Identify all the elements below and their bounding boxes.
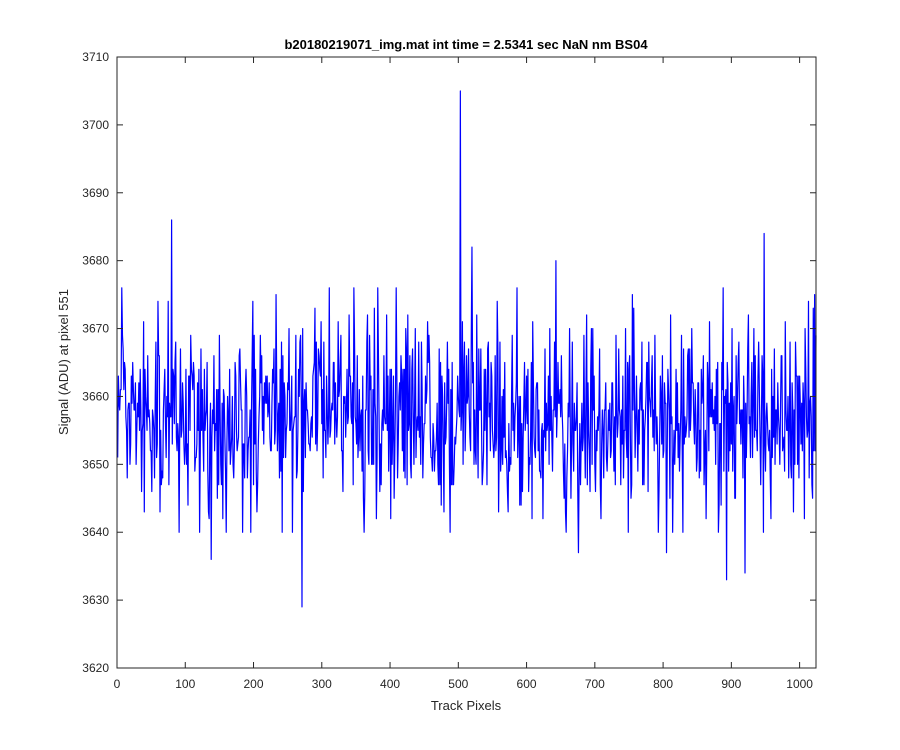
x-tick-label: 400 — [380, 677, 400, 691]
x-tick-label: 800 — [653, 677, 673, 691]
y-tick-label: 3690 — [82, 186, 109, 200]
x-tick-label: 0 — [114, 677, 121, 691]
y-tick-label: 3670 — [82, 322, 109, 336]
x-tick-label: 100 — [175, 677, 195, 691]
series-layer — [117, 90, 817, 608]
x-tick-label: 700 — [585, 677, 605, 691]
y-tick-label: 3650 — [82, 457, 109, 471]
x-tick-label: 1000 — [786, 677, 813, 691]
x-axis-label: Track Pixels — [431, 698, 502, 713]
y-axis-label: Signal (ADU) at pixel 551 — [56, 289, 71, 435]
chart-title: b20180219071_img.mat int time = 2.5341 s… — [284, 37, 648, 52]
y-axis: 3620 3630 3640 3650 3660 3670 3680 3690 3700 3710 — [82, 50, 816, 675]
y-tick-label: 3630 — [82, 593, 109, 607]
y-tick-label: 3640 — [82, 525, 109, 539]
axes-box — [116, 56, 817, 669]
x-tick-label: 500 — [448, 677, 468, 691]
x-tick-label: 900 — [721, 677, 741, 691]
y-tick-label: 3710 — [82, 50, 109, 64]
series-line — [117, 90, 817, 608]
x-axis: 0 100 200 300 400 500 600 700 800 900 1000 — [114, 57, 813, 691]
y-tick-label: 3660 — [82, 389, 109, 403]
x-tick-label: 200 — [244, 677, 264, 691]
y-tick-label: 3680 — [82, 254, 109, 268]
y-tick-label: 3620 — [82, 661, 109, 675]
x-tick-label: 600 — [517, 677, 537, 691]
y-tick-label: 3700 — [82, 118, 109, 132]
x-tick-label: 300 — [312, 677, 332, 691]
